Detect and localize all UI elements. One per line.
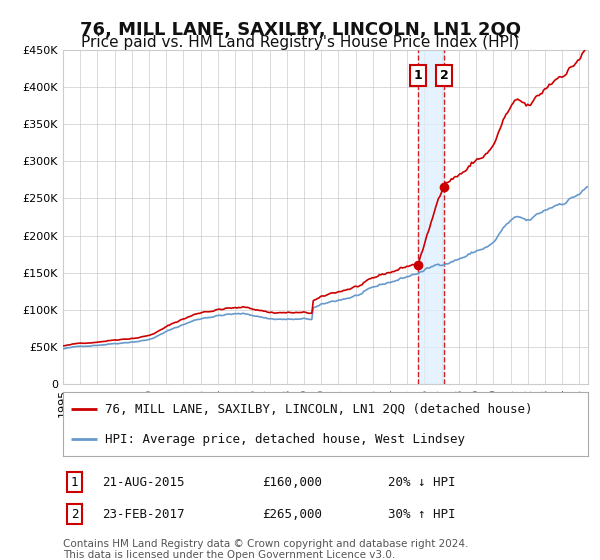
Text: 2: 2 [71, 508, 78, 521]
Text: 1: 1 [414, 69, 422, 82]
Text: 30% ↑ HPI: 30% ↑ HPI [389, 508, 456, 521]
Text: 1: 1 [71, 475, 78, 488]
Text: £160,000: £160,000 [263, 475, 323, 488]
Text: £265,000: £265,000 [263, 508, 323, 521]
Text: HPI: Average price, detached house, West Lindsey: HPI: Average price, detached house, West… [105, 432, 465, 446]
Text: Price paid vs. HM Land Registry's House Price Index (HPI): Price paid vs. HM Land Registry's House … [81, 35, 519, 50]
Text: 2: 2 [440, 69, 449, 82]
Text: 76, MILL LANE, SAXILBY, LINCOLN, LN1 2QQ (detached house): 76, MILL LANE, SAXILBY, LINCOLN, LN1 2QQ… [105, 403, 533, 416]
Text: 76, MILL LANE, SAXILBY, LINCOLN, LN1 2QQ: 76, MILL LANE, SAXILBY, LINCOLN, LN1 2QQ [79, 21, 521, 39]
Text: Contains HM Land Registry data © Crown copyright and database right 2024.
This d: Contains HM Land Registry data © Crown c… [63, 539, 469, 560]
Bar [418, 50, 444, 384]
Text: 23-FEB-2017: 23-FEB-2017 [103, 508, 185, 521]
Text: 21-AUG-2015: 21-AUG-2015 [103, 475, 185, 488]
Text: 20% ↓ HPI: 20% ↓ HPI [389, 475, 456, 488]
